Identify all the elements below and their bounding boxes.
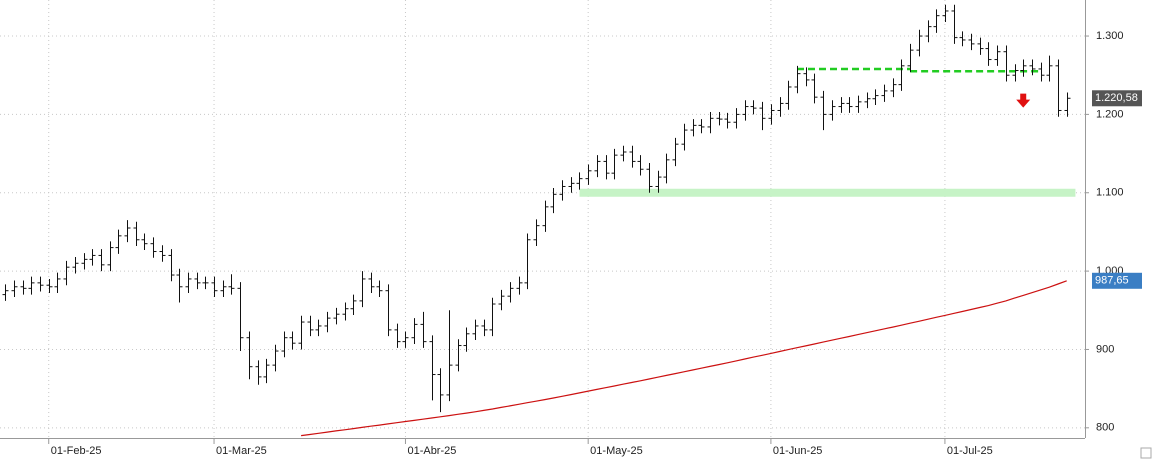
y-tick-label: 1.300: [1096, 30, 1124, 42]
y-tick-label: 1.100: [1096, 187, 1124, 199]
x-tick-label: 01-May-25: [590, 445, 643, 457]
x-tick-label: 01-Mar-25: [216, 445, 267, 457]
x-tick-label: 01-Feb-25: [51, 445, 102, 457]
y-tick-label: 900: [1096, 343, 1114, 355]
last-value-box: [1092, 90, 1142, 107]
x-tick-label: 01-Abr-25: [407, 445, 456, 457]
last-value-box: [1092, 272, 1142, 289]
moving-average: [301, 280, 1067, 437]
last-value-label: 1.220,58: [1095, 92, 1138, 104]
y-tick-label: 1.200: [1096, 108, 1124, 120]
x-tick-label: 01-Jun-25: [773, 445, 823, 457]
x-tick-label: 01-Jul-25: [947, 445, 993, 457]
last-value-label: 987,65: [1095, 275, 1129, 287]
y-tick-label: 800: [1096, 422, 1114, 434]
down-arrow: [1016, 93, 1031, 108]
corner-icon[interactable]: [1140, 447, 1152, 459]
support-band: [579, 188, 1076, 197]
